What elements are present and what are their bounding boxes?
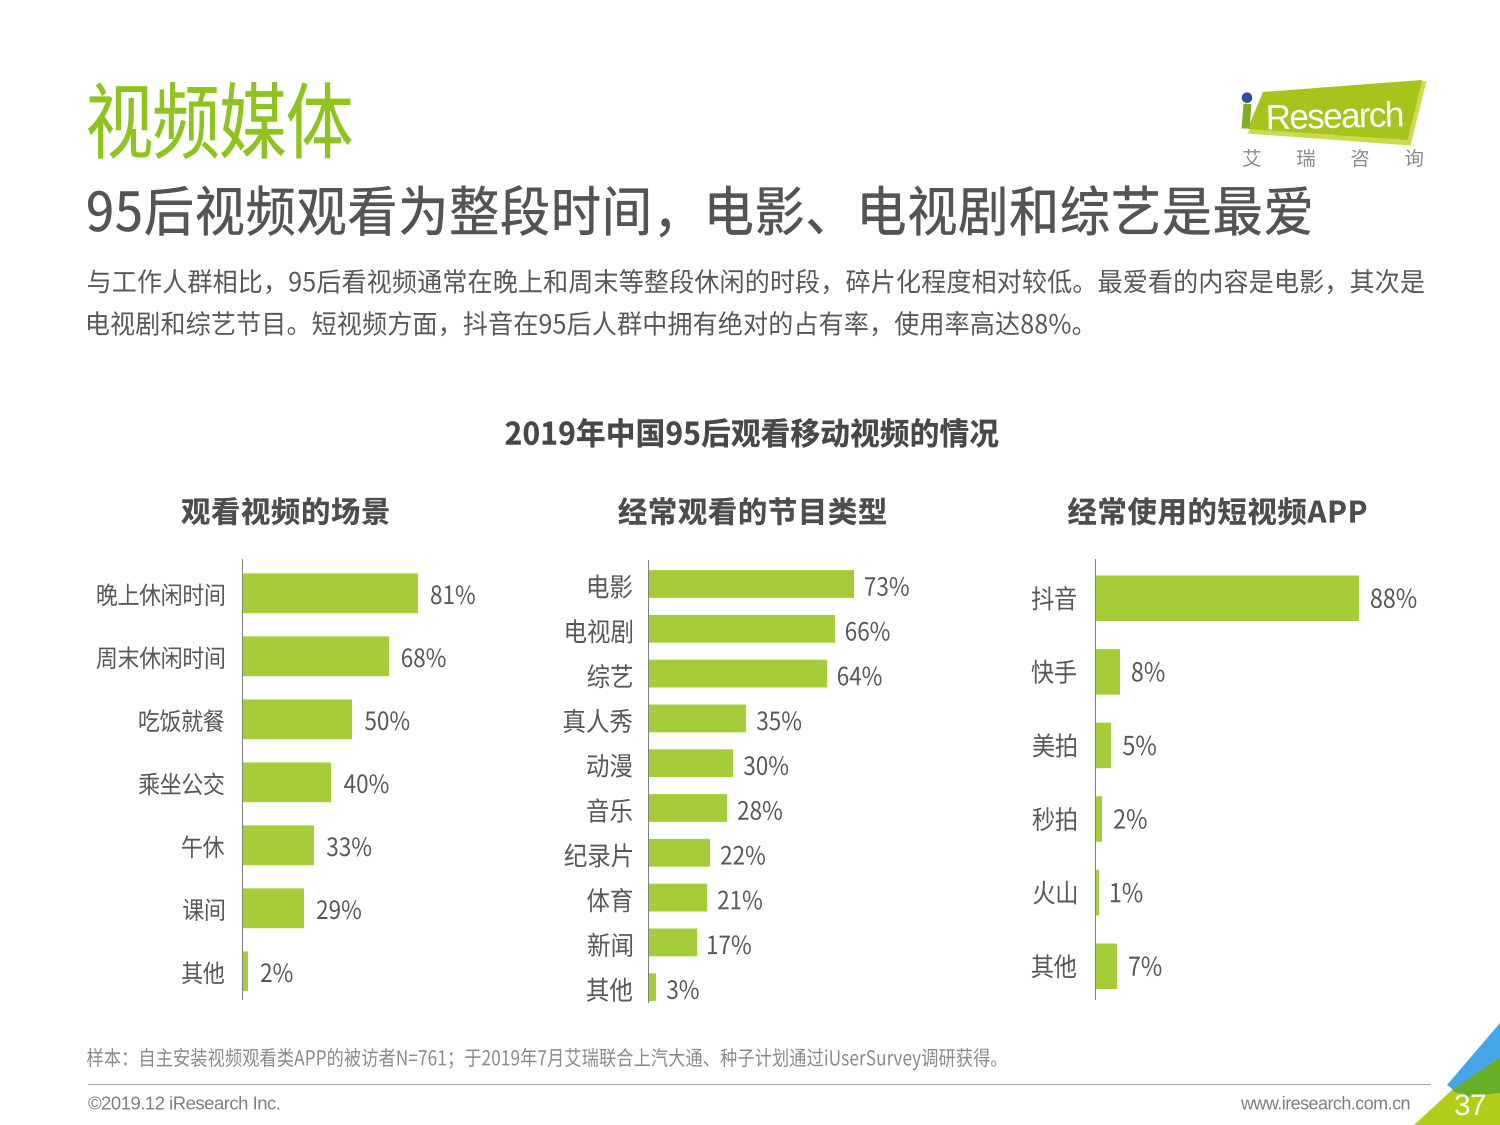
- svg-text:37: 37: [1454, 1089, 1486, 1122]
- svg-text:©2019.12 iResearch Inc.: ©2019.12 iResearch Inc.: [88, 1093, 280, 1114]
- svg-text:www.iresearch.com.cn: www.iresearch.com.cn: [1240, 1094, 1410, 1114]
- svg-text:Research: Research: [1265, 95, 1403, 137]
